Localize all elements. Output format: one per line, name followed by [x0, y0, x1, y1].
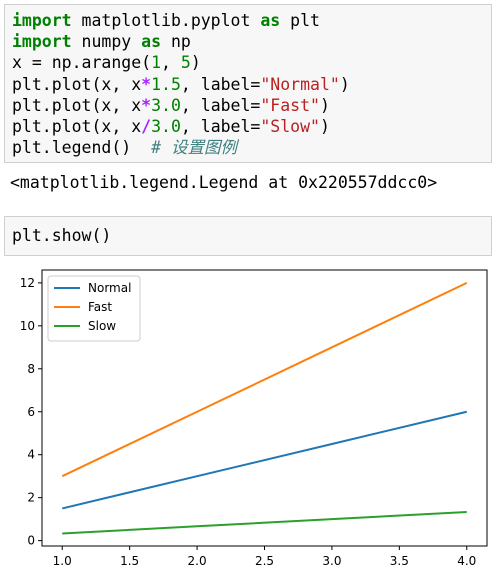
code-cell-1[interactable]: import matplotlib.pyplot as plt import nu…	[4, 4, 492, 163]
code-editor[interactable]: plt.show()	[12, 226, 112, 245]
y-tick-label: 8	[27, 362, 35, 376]
code-line-2: import numpy as np	[12, 32, 191, 52]
code-editor[interactable]: import matplotlib.pyplot as plt import nu…	[12, 10, 350, 158]
y-tick-label: 6	[27, 405, 35, 419]
x-tick-label: 1.5	[120, 554, 139, 568]
legend-entry-fast: Fast	[88, 300, 112, 314]
plot-output: 1.0 1.5 2.0 2.5 3.0 3.5 4.0 0 2 4 6 8 10 12 Normal Fas…	[0, 262, 495, 580]
y-tick-label: 12	[20, 276, 35, 290]
code-line-7: plt.legend() # 设置图例	[12, 138, 237, 158]
y-tick-label: 0	[27, 534, 35, 548]
code-cell-2[interactable]: plt.show()	[4, 216, 492, 256]
y-tick-label: 4	[27, 448, 35, 462]
code-line-4: plt.plot(x, x*1.5, label="Normal")	[12, 74, 350, 94]
code-line-3: x = np.arange(1, 5)	[12, 53, 201, 73]
legend-box	[47, 275, 141, 342]
series-line-fast	[61, 281, 468, 478]
legend-entry-normal: Normal	[88, 281, 131, 295]
legend-entry-slow: Slow	[88, 319, 116, 333]
x-tick-label: 2.0	[188, 554, 207, 568]
code-line-1: import matplotlib.pyplot as plt	[12, 11, 320, 30]
y-tick-label: 2	[27, 491, 35, 505]
series-line-slow	[62, 511, 467, 535]
code-line-6: plt.plot(x, x/3.0, label="Slow")	[12, 117, 330, 137]
code-line-5: plt.plot(x, x*3.0, label="Fast")	[12, 95, 330, 115]
y-tick-label: 10	[20, 319, 35, 333]
series-line-normal	[61, 410, 468, 510]
x-tick-label: 1.0	[53, 554, 72, 568]
x-tick-label: 2.5	[255, 554, 274, 568]
x-tick-label: 4.0	[457, 554, 476, 568]
line-chart: 1.0 1.5 2.0 2.5 3.0 3.5 4.0 0 2 4 6 8 10 12 Normal Fas…	[20, 269, 488, 568]
cell-output: <matplotlib.legend.Legend at 0x220557ddc…	[10, 173, 438, 192]
x-tick-label: 3.5	[390, 554, 409, 568]
x-tick-label: 3.0	[322, 554, 341, 568]
